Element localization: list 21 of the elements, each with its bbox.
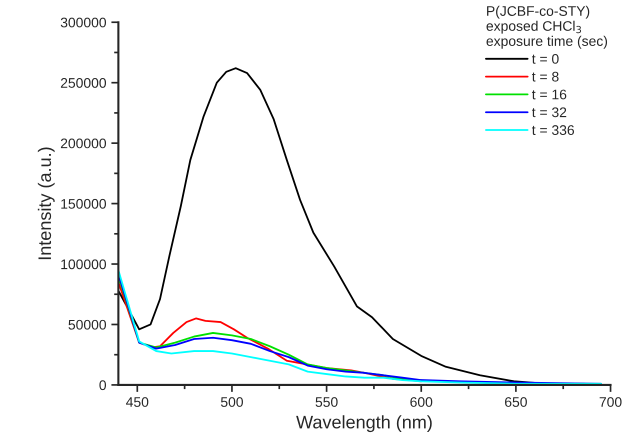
x-tick-label: 700 bbox=[600, 397, 622, 407]
legend-title: P(JCBF-co-STY) exposed CHCl$_{3}$ exposure time (sec) bbox=[486, 6, 608, 49]
legend-label: t = 8 bbox=[532, 72, 559, 82]
x-tick-label: 550 bbox=[316, 397, 338, 407]
y-tick-label: 300000 bbox=[60, 18, 106, 28]
x-tick-label: 600 bbox=[410, 397, 432, 407]
y-tick-label: 150000 bbox=[61, 198, 106, 209]
x-tick-label: 500 bbox=[220, 397, 243, 407]
x-tick-label: 650 bbox=[505, 397, 527, 407]
y-tick-label: 100000 bbox=[61, 259, 106, 270]
y-tick-label: 250000 bbox=[60, 78, 106, 88]
legend-label: t = 0 bbox=[532, 54, 559, 64]
y-tick-label: 50000 bbox=[68, 320, 106, 330]
y-axis-title: Intensity (a.u.) bbox=[38, 148, 55, 260]
legend-label: t = 16 bbox=[532, 90, 566, 100]
x-axis-title: Wavelength (nm) bbox=[296, 415, 432, 432]
x-tick-label: 450 bbox=[126, 397, 148, 407]
y-tick-label: 0 bbox=[99, 380, 106, 390]
legend-label: t = 336 bbox=[532, 125, 574, 136]
y-tick-label: 200000 bbox=[60, 138, 106, 148]
legend-label: t = 32 bbox=[532, 107, 566, 118]
